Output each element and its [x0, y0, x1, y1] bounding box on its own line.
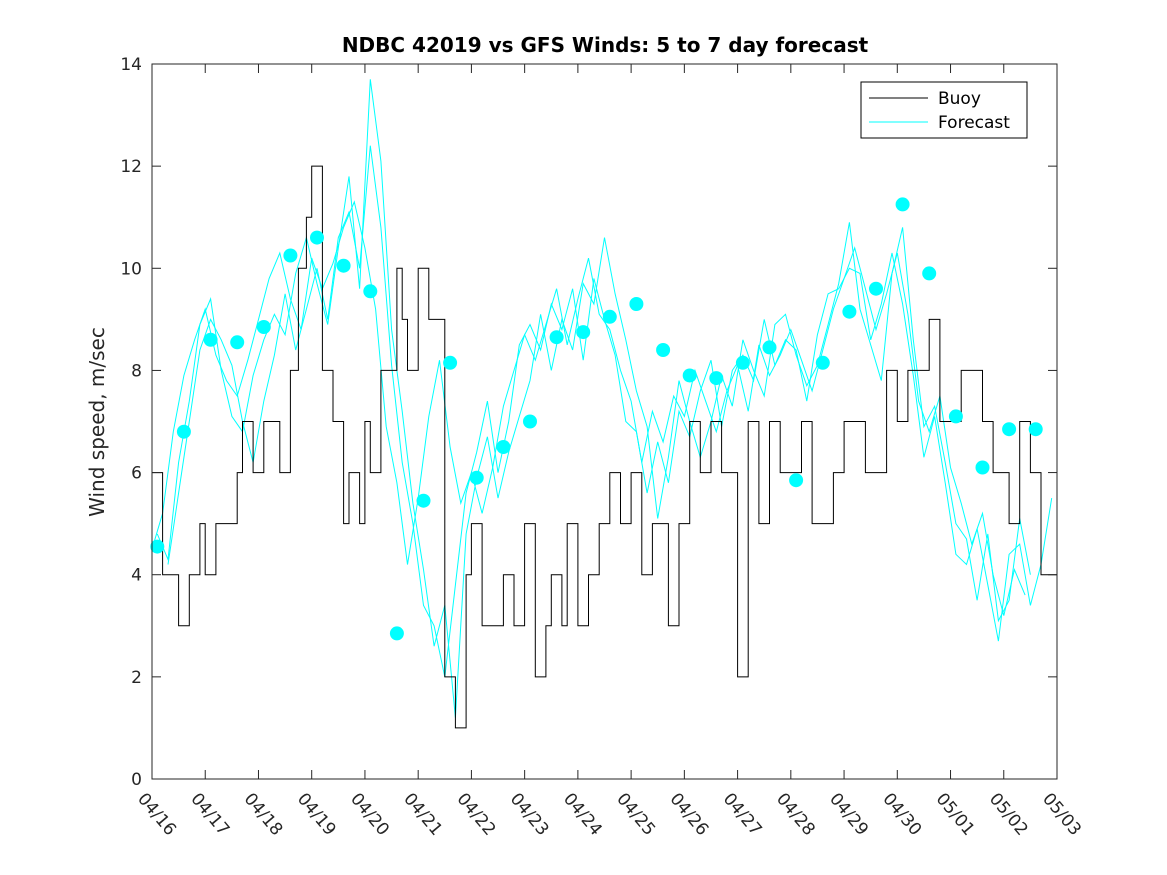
forecast-marker [336, 258, 351, 273]
forecast-marker [922, 266, 937, 281]
forecast-marker [629, 297, 644, 311]
y-tick-label: 6 [131, 464, 142, 484]
legend: Buoy Forecast [860, 81, 1028, 139]
forecast-marker [948, 409, 963, 424]
x-tick-label: 04/28 [772, 789, 819, 839]
x-tick-label: 04/18 [240, 789, 287, 839]
chart-title: NDBC 42019 vs GFS Winds: 5 to 7 day fore… [342, 33, 869, 57]
x-tick-label: 05/01 [932, 789, 979, 839]
x-tick-label: 04/30 [878, 789, 925, 839]
x-tick-label: 04/25 [612, 789, 659, 839]
forecast-marker [203, 332, 218, 347]
y-tick-label: 2 [131, 668, 142, 688]
x-tick-label: 04/26 [666, 789, 713, 839]
forecast-marker [363, 284, 378, 299]
forecast-marker [1002, 422, 1017, 437]
forecast-marker [469, 470, 484, 485]
forecast-marker [682, 368, 697, 383]
forecast-marker [815, 355, 830, 370]
forecast-marker [176, 424, 191, 439]
y-axis-label: Wind speed, m/sec [85, 327, 109, 517]
x-tick-label: 04/23 [506, 789, 553, 839]
forecast-marker [416, 493, 431, 508]
x-tick-label: 04/24 [559, 789, 606, 839]
x-tick-label: 04/20 [346, 789, 393, 839]
buoy-line [152, 165, 1057, 729]
forecast-marker [842, 304, 857, 319]
forecast-marker [389, 626, 404, 641]
forecast-marker [549, 330, 564, 345]
x-tick-label: 04/17 [186, 789, 233, 839]
y-tick-label: 4 [131, 566, 142, 586]
forecast-marker [869, 281, 883, 296]
y-tick-label: 0 [131, 770, 142, 790]
x-tick-label: 04/22 [453, 789, 500, 839]
x-tick-label: 05/03 [1038, 789, 1085, 839]
forecast-marker [230, 335, 245, 350]
x-tick-label: 04/21 [399, 789, 446, 839]
forecast-marker [656, 343, 671, 357]
y-tick-label: 14 [120, 55, 142, 75]
forecast-marker [789, 473, 804, 488]
x-tick-label: 04/19 [293, 789, 340, 839]
x-tick-label: 04/29 [825, 789, 872, 839]
axes-box [151, 63, 1058, 780]
forecast-marker [975, 460, 990, 475]
x-tick-label: 04/27 [719, 789, 766, 839]
forecast-marker [735, 355, 750, 370]
forecast-marker [283, 248, 298, 263]
forecast-marker [709, 371, 724, 386]
forecast-marker [1028, 422, 1043, 437]
forecast-line-3 [167, 145, 1053, 678]
y-tick-label: 10 [120, 259, 142, 279]
forecast-marker [150, 539, 165, 554]
forecast-marker [602, 309, 617, 324]
plot-area [150, 79, 1057, 729]
forecast-marker [496, 440, 511, 454]
forecast-marker [443, 355, 458, 370]
legend-forecast-label: Forecast [938, 113, 1010, 133]
x-tick-label: 04/16 [133, 789, 180, 839]
forecast-line-2 [156, 79, 1031, 718]
forecast-marker [256, 320, 271, 334]
forecast-marker [576, 325, 591, 340]
forecast-marker [762, 340, 777, 355]
forecast-marker [310, 230, 324, 245]
forecast-marker [895, 197, 910, 212]
x-tick-label: 05/02 [985, 789, 1032, 839]
forecast-line-1 [151, 200, 1026, 616]
y-tick-label: 8 [131, 361, 142, 381]
y-tick-label: 12 [120, 157, 142, 177]
legend-box [860, 81, 1028, 139]
forecast-marker [523, 414, 537, 429]
legend-buoy-label: Buoy [938, 89, 981, 109]
